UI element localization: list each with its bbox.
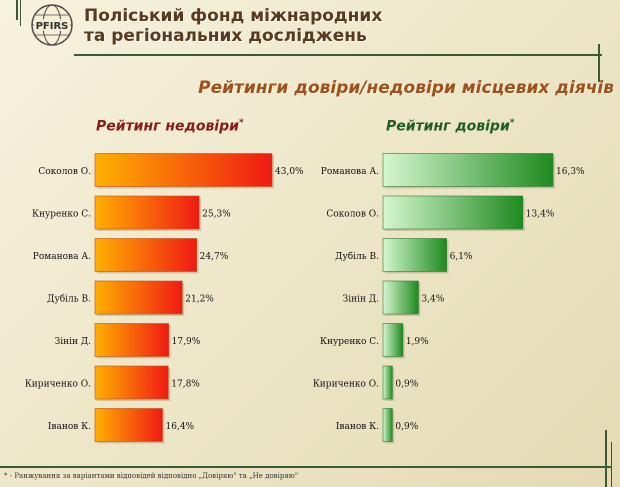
distrust-category-label: Іванов К.: [48, 422, 91, 432]
distrust-value-label: 24,7%: [200, 252, 229, 262]
trust-bar: [382, 280, 419, 315]
distrust-value-label: 21,2%: [185, 295, 214, 305]
decor-bottom-horizontal-line: [0, 466, 612, 468]
distrust-category-label: Романова А.: [33, 252, 91, 262]
trust-category-label: Зінін Д.: [343, 295, 380, 305]
distrust-value-label: 43,0%: [275, 167, 304, 177]
decor-top-horizontal-line: [74, 54, 602, 56]
distrust-bar: [94, 323, 169, 357]
distrust-bar-chart: Соколов О. 43,0% Кнуренко С. 25,3% Романова …: [25, 153, 304, 444]
distrust-bar: [94, 365, 169, 400]
pfirs-logo: PFIRS: [31, 4, 73, 46]
trust-bar: [382, 323, 404, 357]
trust-category-label: Іванов К.: [336, 422, 379, 432]
organization-title-line-2: та регіональних досліджень: [84, 26, 367, 46]
distrust-value-label: 25,3%: [202, 210, 231, 220]
decor-left-vertical-line: [16, 0, 18, 20]
trust-bar: [382, 408, 393, 442]
organization-title: Поліський фонд міжнародних та регіональн…: [84, 6, 382, 46]
decor-bottom-right-vertical-line: [605, 430, 607, 487]
trust-category-label: Соколов О.: [326, 210, 379, 220]
trust-category-label: Романова А.: [321, 167, 379, 177]
trust-chart-title-marker: *: [509, 118, 515, 128]
trust-category-label: Дубіль В.: [335, 251, 379, 262]
trust-value-label: 1,9%: [406, 337, 429, 347]
distrust-bar: [94, 153, 273, 187]
logo-text: PFIRS: [36, 21, 69, 32]
distrust-chart-title-marker: *: [238, 118, 244, 128]
distrust-bar: [94, 238, 197, 272]
decor-left-vertical-line-2: [20, 0, 21, 26]
trust-bar: [382, 153, 554, 187]
decor-top-right-vertical-line: [598, 44, 600, 82]
trust-chart-title-text: Рейтинг довіри: [386, 118, 510, 135]
trust-value-label: 16,3%: [556, 167, 585, 177]
trust-category-label: Кириченко О.: [313, 380, 379, 390]
distrust-category-label: Дубіль В.: [47, 294, 91, 305]
trust-category-label: Кнуренко С.: [320, 337, 379, 347]
trust-value-label: 3,4%: [421, 295, 444, 305]
trust-value-label: 6,1%: [450, 252, 473, 262]
distrust-bar: [94, 195, 200, 230]
distrust-value-label: 17,9%: [172, 337, 201, 347]
distrust-category-label: Соколов О.: [38, 167, 91, 177]
trust-bar: [382, 195, 524, 230]
distrust-chart-title-text: Рейтинг недовіри: [96, 118, 239, 135]
distrust-category-label: Зінін Д.: [55, 337, 92, 347]
trust-value-label: 13,4%: [526, 210, 555, 220]
distrust-category-label: Кнуренко С.: [32, 210, 91, 220]
distrust-bar: [94, 408, 163, 442]
distrust-value-label: 17,8%: [171, 380, 200, 390]
distrust-chart-title: Рейтинг недовіри*: [96, 118, 244, 135]
distrust-bar: [94, 280, 183, 315]
footnote: * - Ранжування за варіантами відповідей …: [4, 472, 299, 480]
trust-bar-chart: Романова А. 16,3% Соколов О. 13,4% Дубіль В.…: [313, 153, 585, 444]
organization-title-line-1: Поліський фонд міжнародних: [84, 6, 383, 26]
distrust-category-label: Кириченко О.: [25, 380, 91, 390]
trust-bar: [382, 238, 447, 272]
trust-value-label: 0,9%: [395, 380, 418, 390]
slide-title: Рейтинги довіри/недовіри місцевих діячів: [198, 78, 614, 98]
trust-value-label: 0,9%: [395, 422, 418, 432]
trust-bar: [382, 365, 393, 400]
trust-chart-title: Рейтинг довіри*: [386, 118, 514, 135]
distrust-value-label: 16,4%: [166, 422, 195, 432]
decor-bottom-right-vertical-line-2: [611, 442, 612, 487]
